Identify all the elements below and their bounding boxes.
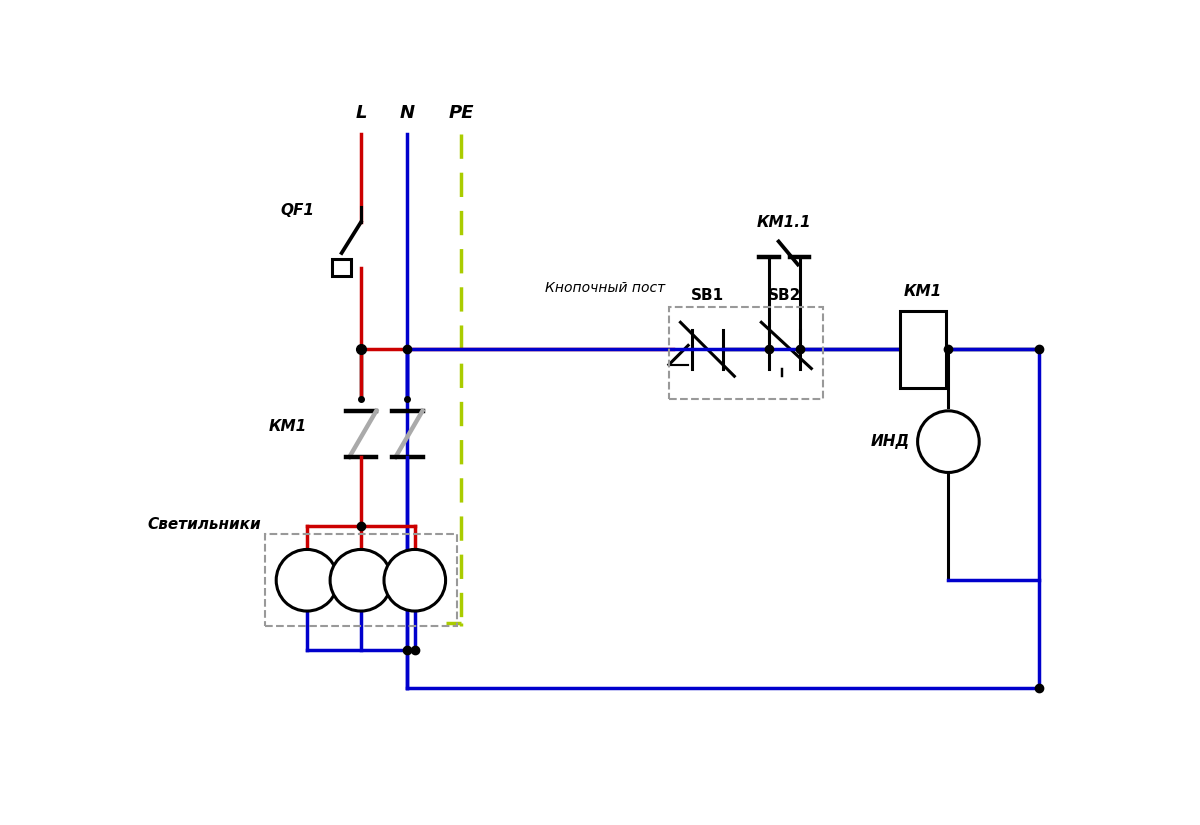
Text: PE: PE xyxy=(449,104,474,122)
Bar xyxy=(331,259,350,276)
Text: QF1: QF1 xyxy=(281,203,314,218)
Text: N: N xyxy=(400,104,415,122)
Text: SB1: SB1 xyxy=(691,288,724,303)
Circle shape xyxy=(918,411,979,473)
Circle shape xyxy=(330,549,391,611)
Text: КМ1: КМ1 xyxy=(904,284,942,299)
Circle shape xyxy=(276,549,338,611)
Text: ИНД: ИНД xyxy=(871,434,910,449)
Circle shape xyxy=(384,549,445,611)
Text: Светильники: Светильники xyxy=(148,516,260,532)
Bar xyxy=(668,307,823,399)
Text: Кнопочный пост: Кнопочный пост xyxy=(545,281,665,295)
Text: КМ1: КМ1 xyxy=(269,419,307,434)
Bar xyxy=(265,534,457,626)
Text: SB2: SB2 xyxy=(768,288,802,303)
Text: КМ1.1: КМ1.1 xyxy=(757,214,811,230)
Bar xyxy=(900,311,946,388)
Text: L: L xyxy=(355,104,367,122)
